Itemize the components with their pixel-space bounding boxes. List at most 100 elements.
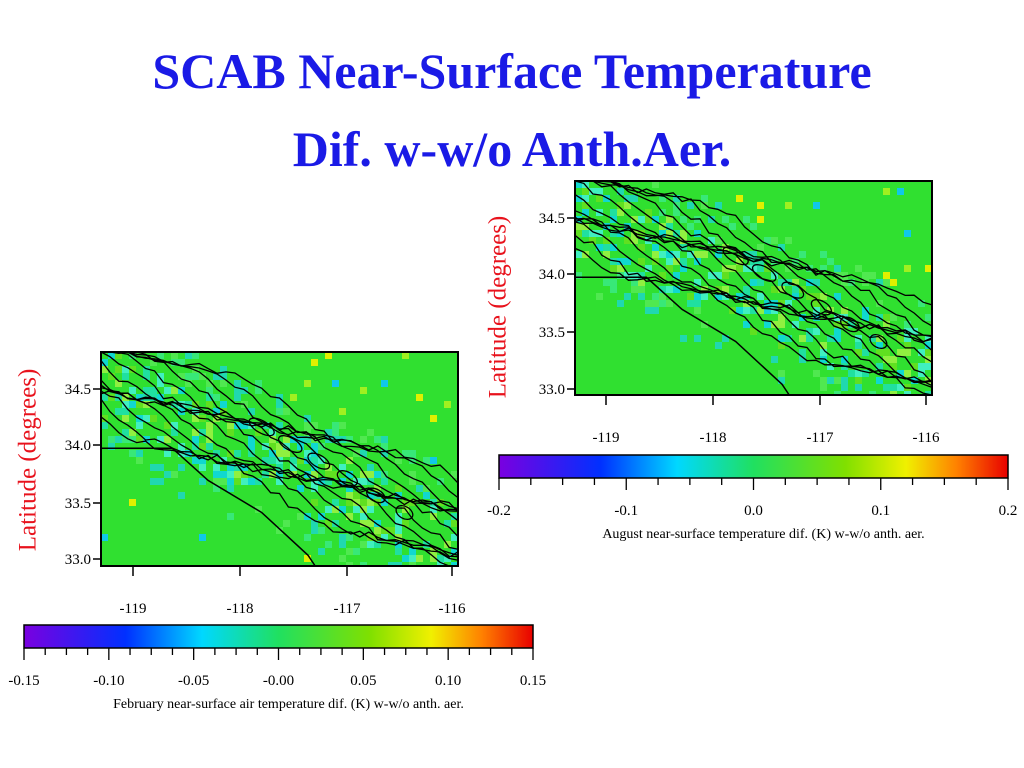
field-cell [346, 436, 353, 443]
field-cell [890, 265, 897, 272]
field-cell [402, 366, 409, 373]
field-cell [395, 541, 402, 548]
field-cell [346, 520, 353, 527]
field-cell [192, 520, 199, 527]
field-cell [834, 384, 841, 391]
field-cell [115, 422, 122, 429]
field-cell [199, 478, 206, 485]
field-cell [827, 188, 834, 195]
field-cell [813, 328, 820, 335]
field-cell [150, 520, 157, 527]
field-cell [666, 216, 673, 223]
field-cell [722, 237, 729, 244]
field-cell [234, 443, 241, 450]
field-cell [750, 384, 757, 391]
field-cell [311, 429, 318, 436]
field-cell [610, 384, 617, 391]
field-cell [897, 181, 904, 188]
colorbar [23, 624, 534, 649]
field-cell [680, 314, 687, 321]
field-cell [764, 356, 771, 363]
field-cell [834, 321, 841, 328]
field-cell [862, 195, 869, 202]
field-cell [416, 352, 423, 359]
field-cell [855, 300, 862, 307]
field-cell [353, 380, 360, 387]
field-cell [157, 443, 164, 450]
field-cell [283, 408, 290, 415]
field-cell [862, 328, 869, 335]
field-cell [708, 335, 715, 342]
field-cell [409, 457, 416, 464]
field-cell [409, 562, 416, 566]
field-cell [423, 387, 430, 394]
field-cell [290, 485, 297, 492]
field-cell [778, 321, 785, 328]
field-cell [890, 223, 897, 230]
field-cell [164, 513, 171, 520]
field-cell [178, 373, 185, 380]
field-cell [283, 513, 290, 520]
field-cell [638, 230, 645, 237]
field-cell [631, 244, 638, 251]
field-cell [108, 464, 115, 471]
field-cell [129, 366, 136, 373]
field-cell [911, 244, 918, 251]
field-cell [360, 408, 367, 415]
field-cell [575, 237, 582, 244]
field-cell [610, 293, 617, 300]
field-cell [220, 450, 227, 457]
field-cell [185, 394, 192, 401]
field-cell [108, 478, 115, 485]
field-cell [255, 555, 262, 562]
field-cell [778, 237, 785, 244]
field-cell [325, 534, 332, 541]
field-cell [318, 359, 325, 366]
field-cell [680, 377, 687, 384]
y-tick-label: 34.0 [65, 438, 91, 454]
field-cell [820, 244, 827, 251]
field-cell [374, 471, 381, 478]
field-cell [687, 377, 694, 384]
field-cell [402, 478, 409, 485]
field-cell [129, 478, 136, 485]
field-cell [115, 373, 122, 380]
field-cell [143, 450, 150, 457]
field-cell [171, 478, 178, 485]
field-cell [820, 293, 827, 300]
field-cell [129, 387, 136, 394]
field-cell [582, 279, 589, 286]
field-cell [304, 422, 311, 429]
field-cell [269, 485, 276, 492]
field-cell [918, 265, 925, 272]
field-cell [129, 352, 136, 359]
field-cell [925, 279, 932, 286]
field-cell [666, 370, 673, 377]
field-cell [276, 562, 283, 566]
field-cell [360, 352, 367, 359]
field-cell [715, 272, 722, 279]
field-cell [589, 195, 596, 202]
field-cell [276, 464, 283, 471]
field-cell [101, 436, 108, 443]
field-cell [192, 555, 199, 562]
field-cell [652, 202, 659, 209]
field-cell [381, 506, 388, 513]
field-cell [430, 555, 437, 562]
field-cell [178, 401, 185, 408]
field-cell [339, 352, 346, 359]
field-cell [171, 443, 178, 450]
field-cell [848, 314, 855, 321]
field-cell [757, 363, 764, 370]
field-cell [834, 377, 841, 384]
field-cell [813, 216, 820, 223]
field-cell [715, 300, 722, 307]
field-cell [589, 384, 596, 391]
field-cell [150, 464, 157, 471]
field-cell [813, 202, 820, 209]
field-cell [227, 359, 234, 366]
field-cell [631, 314, 638, 321]
field-cell [374, 506, 381, 513]
field-cell [423, 380, 430, 387]
field-cell [792, 391, 799, 395]
